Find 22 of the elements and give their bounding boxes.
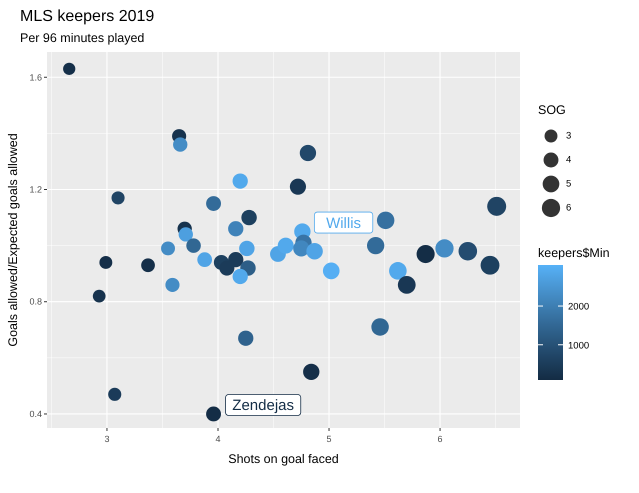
x-tick-label: 3	[104, 434, 110, 444]
legend-label: 6	[566, 202, 572, 214]
chart-subtitle: Per 96 minutes played	[20, 31, 144, 45]
chart-title: MLS keepers 2019	[20, 8, 154, 25]
annotation: Willis	[326, 214, 362, 232]
y-tick-label: 1.6	[29, 72, 42, 82]
x-tick-label: 6	[438, 434, 443, 444]
x-axis-title: Shots on goal faced	[228, 452, 339, 466]
color-bar-title: keepers$Min	[538, 246, 610, 260]
x-tick-label: 4	[215, 434, 220, 444]
y-tick-label: 1.2	[29, 184, 42, 194]
y-axis-title: Goals allowed/Expected goals allowed	[6, 133, 20, 347]
color-bar-label: 1000	[568, 340, 590, 352]
legend-title: SOG	[538, 103, 566, 117]
annotation: Zendejas	[232, 397, 294, 414]
color-bar-label: 2000	[568, 302, 590, 313]
legend-label: 3	[566, 130, 572, 142]
legend-label: 4	[566, 154, 572, 166]
x-tick-label: 5	[326, 434, 332, 444]
legend-label: 5	[566, 178, 572, 190]
y-tick-label: 0.8	[29, 296, 42, 307]
y-tick-label: 0.4	[29, 408, 42, 419]
